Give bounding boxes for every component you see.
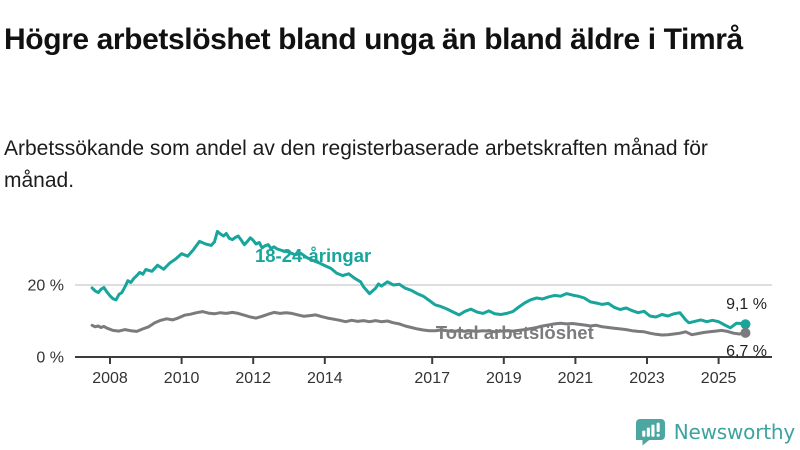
series-line-0 <box>90 229 747 330</box>
series-end-value-label-0: 9,1 % <box>726 296 767 313</box>
x-axis-tick-label: 2014 <box>307 370 343 387</box>
series-label-1: Total arbetslöshet <box>436 322 594 343</box>
series-label-0: 18-24-åringar <box>255 245 371 266</box>
series-line-1 <box>90 310 747 337</box>
x-axis-tick-label: 2021 <box>558 370 594 387</box>
y-axis-tick-label: 0 % <box>36 350 64 367</box>
newsworthy-logo: Newsworthy <box>635 418 795 446</box>
x-axis-tick-label: 2017 <box>414 370 450 387</box>
newsworthy-logo-text: Newsworthy <box>673 420 795 444</box>
x-axis-tick-label: 2008 <box>92 370 128 387</box>
unemployment-line-chart: 20 % 0 % 2008 2010 2012 2014 2017 2019 2021 2023 2… <box>28 229 772 387</box>
series-end-dot-1 <box>740 327 751 338</box>
x-axis-tick-label: 2012 <box>235 370 271 387</box>
x-axis-tick-label: 2010 <box>164 370 200 387</box>
newsworthy-chart-bubble-icon <box>635 419 665 446</box>
x-axis-tick-label: 2023 <box>629 370 665 387</box>
series-end-dot-0 <box>740 319 751 330</box>
x-axis-tick-label: 2019 <box>486 370 522 387</box>
x-axis-tick-label: 2025 <box>701 370 737 387</box>
chart-title: Högre arbetslöshet bland unga än bland ä… <box>4 23 743 57</box>
chart-subtitle: Arbetssökande som andel av den registerb… <box>4 137 708 192</box>
series-end-value-label-1: 6,7 % <box>726 343 767 360</box>
y-axis-tick-label: 20 % <box>28 278 64 295</box>
chart-area: 20 % 0 % 2008 2010 2012 2014 2017 2019 2021 2023 2… <box>0 210 800 410</box>
